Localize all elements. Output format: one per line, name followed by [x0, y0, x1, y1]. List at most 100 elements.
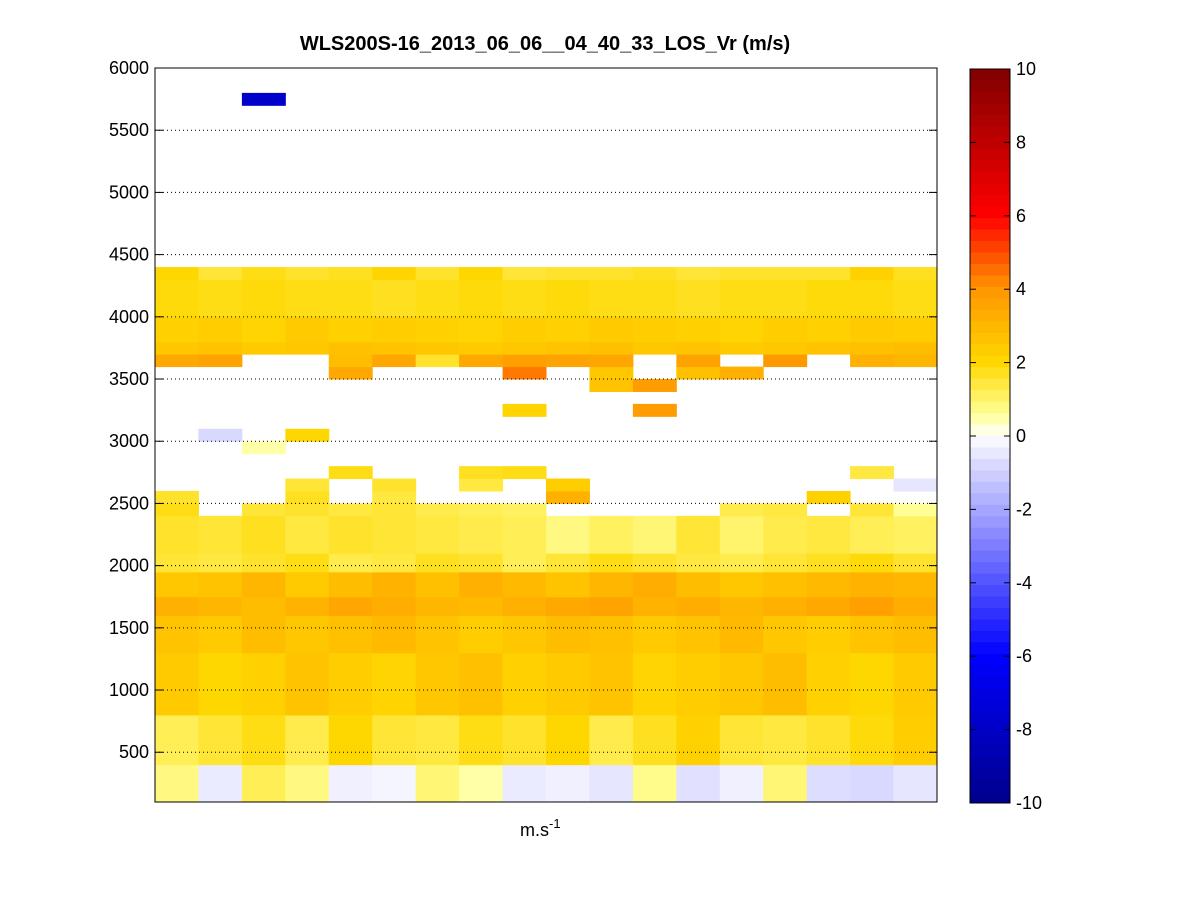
- colorbar-swatch: [970, 126, 1010, 139]
- heatmap-cell: [850, 615, 895, 654]
- heatmap-cell: [241, 341, 286, 355]
- colorbar-swatch: [970, 642, 1010, 655]
- colorbar-swatch: [970, 573, 1010, 586]
- heatmap-cell: [155, 341, 199, 355]
- colorbar-swatch: [970, 527, 1010, 540]
- colorbar-swatch: [970, 734, 1010, 747]
- heatmap-cell: [328, 652, 373, 716]
- heatmap-cell: [546, 571, 590, 598]
- y-tick-label: 4000: [109, 307, 149, 327]
- heatmap-cell: [719, 764, 764, 803]
- heatmap-cell: [459, 267, 504, 280]
- heatmap-cell: [676, 354, 721, 368]
- heatmap-cell: [806, 571, 851, 598]
- heatmap-cell: [676, 764, 721, 803]
- heatmap-cell: [893, 515, 938, 554]
- heatmap-cell: [676, 571, 721, 598]
- heatmap-cell: [893, 714, 938, 766]
- heatmap-cell: [893, 764, 938, 803]
- heatmap-cell: [198, 764, 243, 803]
- colorbar-swatch: [970, 413, 1010, 426]
- heatmap-cell: [415, 615, 460, 654]
- heatmap-cell: [328, 267, 373, 280]
- y-tick-label: 1000: [109, 680, 149, 700]
- colorbar-swatch: [970, 149, 1010, 162]
- colorbar-swatch: [970, 309, 1010, 322]
- heatmap-cell: [198, 615, 243, 654]
- colorbar-swatch: [970, 195, 1010, 208]
- heatmap-cell: [415, 714, 460, 766]
- colorbar-tick-label: -6: [1016, 646, 1032, 666]
- heatmap-cell: [589, 379, 634, 392]
- heatmap-cell: [719, 615, 764, 654]
- heatmap-cell: [589, 515, 634, 554]
- heatmap-cell: [241, 267, 286, 280]
- heatmap-cell: [198, 714, 243, 766]
- heatmap-cell: [459, 316, 504, 343]
- heatmap-cell: [285, 490, 330, 504]
- colorbar-swatch: [970, 137, 1010, 150]
- heatmap-cell: [459, 571, 504, 598]
- colorbar-swatch: [970, 481, 1010, 494]
- heatmap-cell: [893, 267, 938, 280]
- heatmap-cell: [763, 515, 808, 554]
- heatmap-cell: [719, 652, 764, 716]
- heatmap-cell: [155, 267, 199, 280]
- colorbar-swatch: [970, 665, 1010, 678]
- heatmap-cell: [372, 515, 417, 554]
- heatmap-cell: [459, 553, 504, 573]
- heatmap-cell: [546, 316, 590, 343]
- heatmap-cell: [241, 279, 286, 318]
- heatmap-cell: [589, 279, 634, 318]
- colorbar-swatch: [970, 688, 1010, 701]
- heatmap-cell: [502, 615, 547, 654]
- colorbar-ticks: 10 8 6 4 2 0 -2 -4 -6 -8 -10: [970, 59, 1042, 813]
- heatmap-cell: [502, 503, 547, 517]
- heatmap-cell: [198, 553, 243, 573]
- y-tick-label: 1500: [109, 618, 149, 638]
- heatmap-cell: [459, 354, 504, 368]
- heatmap-cell: [459, 596, 504, 616]
- heatmap-cell: [502, 354, 547, 368]
- heatmap-cell: [676, 515, 721, 554]
- heatmap-cell: [589, 615, 634, 654]
- heatmap-cell: [155, 279, 199, 318]
- heatmap-cell: [372, 764, 417, 803]
- heatmap-cell: [415, 553, 460, 573]
- colorbar-tick-label: 0: [1016, 426, 1026, 446]
- heatmap-cell: [372, 503, 417, 517]
- heatmap-cell: [589, 341, 634, 355]
- heatmap-cell: [415, 596, 460, 616]
- heatmap-cell: [676, 652, 721, 716]
- x-axis-label-base: m.s: [520, 820, 549, 840]
- heatmap-cell: [328, 366, 373, 380]
- heatmap-cell: [241, 553, 286, 573]
- heatmap-cell: [763, 764, 808, 803]
- colorbar-swatch: [970, 562, 1010, 575]
- heatmap-cell: [806, 714, 851, 766]
- colorbar-tick-label: -2: [1016, 499, 1032, 519]
- heatmap-cell: [850, 503, 895, 517]
- heatmap-cell: [415, 279, 460, 318]
- heatmap-cell: [850, 466, 895, 480]
- heatmap-cell: [676, 316, 721, 343]
- heatmap-cell: [155, 764, 199, 803]
- heatmap-cell: [893, 652, 938, 716]
- colorbar-tick-label: -4: [1016, 573, 1032, 593]
- colorbar-swatch: [970, 619, 1010, 632]
- heatmap-cell: [632, 316, 677, 343]
- heatmap-cell: [198, 341, 243, 355]
- heatmap-cell: [285, 503, 330, 517]
- heatmap-cell: [459, 515, 504, 554]
- colorbar-swatch: [970, 550, 1010, 563]
- heatmap-cell: [285, 515, 330, 554]
- heatmap-cell: [241, 764, 286, 803]
- heatmap-cell: [155, 316, 199, 343]
- colorbar-swatch: [970, 458, 1010, 471]
- colorbar-swatch: [970, 722, 1010, 735]
- heatmap-cell: [198, 354, 243, 368]
- heatmap-cell: [502, 596, 547, 616]
- colorbar-swatch: [970, 390, 1010, 403]
- heatmap-cell: [589, 267, 634, 280]
